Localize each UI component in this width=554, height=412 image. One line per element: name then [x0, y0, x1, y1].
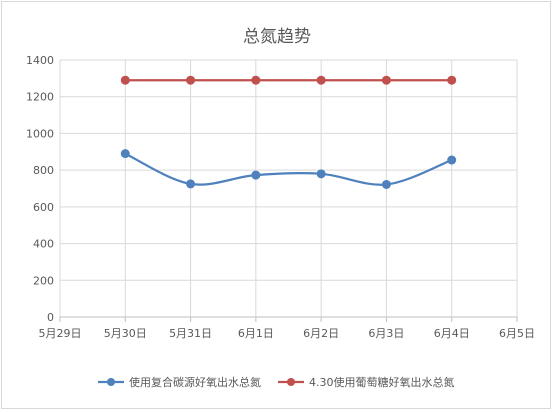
- y-tick-label: 800: [33, 164, 54, 177]
- y-tick-label: 400: [33, 238, 54, 251]
- x-tick-label: 6月3日: [368, 327, 404, 340]
- x-axis-ticks: 5月29日 5月30日 5月31日 6月1日 6月2日 6月3日 6月4日 6月5日: [39, 327, 536, 340]
- gridlines: [59, 59, 518, 322]
- y-tick-label: 200: [33, 274, 54, 287]
- data-point: [186, 179, 196, 189]
- data-point: [381, 75, 391, 85]
- x-tick-label: 6月2日: [303, 327, 339, 340]
- data-point: [251, 75, 261, 85]
- y-tick-label: 600: [33, 201, 54, 214]
- x-tick-label: 6月5日: [499, 327, 535, 340]
- x-tick-label: 5月31日: [169, 327, 212, 340]
- legend-marker: [107, 378, 115, 386]
- series-1: [120, 149, 457, 189]
- x-tick-label: 6月1日: [238, 327, 274, 340]
- y-axis-ticks: 0 200 400 600 800 1000 1200 1400: [26, 54, 54, 324]
- data-point: [120, 149, 130, 159]
- data-point: [120, 75, 130, 85]
- x-tick-label: 5月30日: [104, 327, 147, 340]
- data-point: [381, 179, 391, 189]
- data-point: [186, 75, 196, 85]
- chart-title: 总氮趋势: [243, 27, 311, 47]
- data-point: [316, 169, 326, 179]
- data-point: [447, 155, 457, 165]
- y-tick-label: 0: [47, 311, 54, 324]
- data-point: [447, 75, 457, 85]
- series-2: [120, 75, 457, 85]
- legend-label: 4.30使用葡萄糖好氧出水总氮: [309, 375, 455, 389]
- data-point: [251, 170, 261, 180]
- y-tick-label: 1000: [26, 127, 54, 140]
- legend-label: 使用复合碳源好氧出水总氮: [129, 375, 261, 389]
- legend-marker: [287, 378, 295, 386]
- legend-item: 使用复合碳源好氧出水总氮: [98, 375, 261, 389]
- y-tick-label: 1200: [26, 91, 54, 104]
- series-layer: [120, 75, 457, 189]
- x-tick-label: 5月29日: [39, 327, 82, 340]
- data-point: [316, 75, 326, 85]
- legend-item: 4.30使用葡萄糖好氧出水总氮: [278, 375, 455, 389]
- x-tick-label: 6月4日: [434, 327, 470, 340]
- y-tick-label: 1400: [26, 54, 54, 67]
- series-line: [124, 152, 453, 186]
- legend: 使用复合碳源好氧出水总氮 4.30使用葡萄糖好氧出水总氮: [98, 375, 455, 389]
